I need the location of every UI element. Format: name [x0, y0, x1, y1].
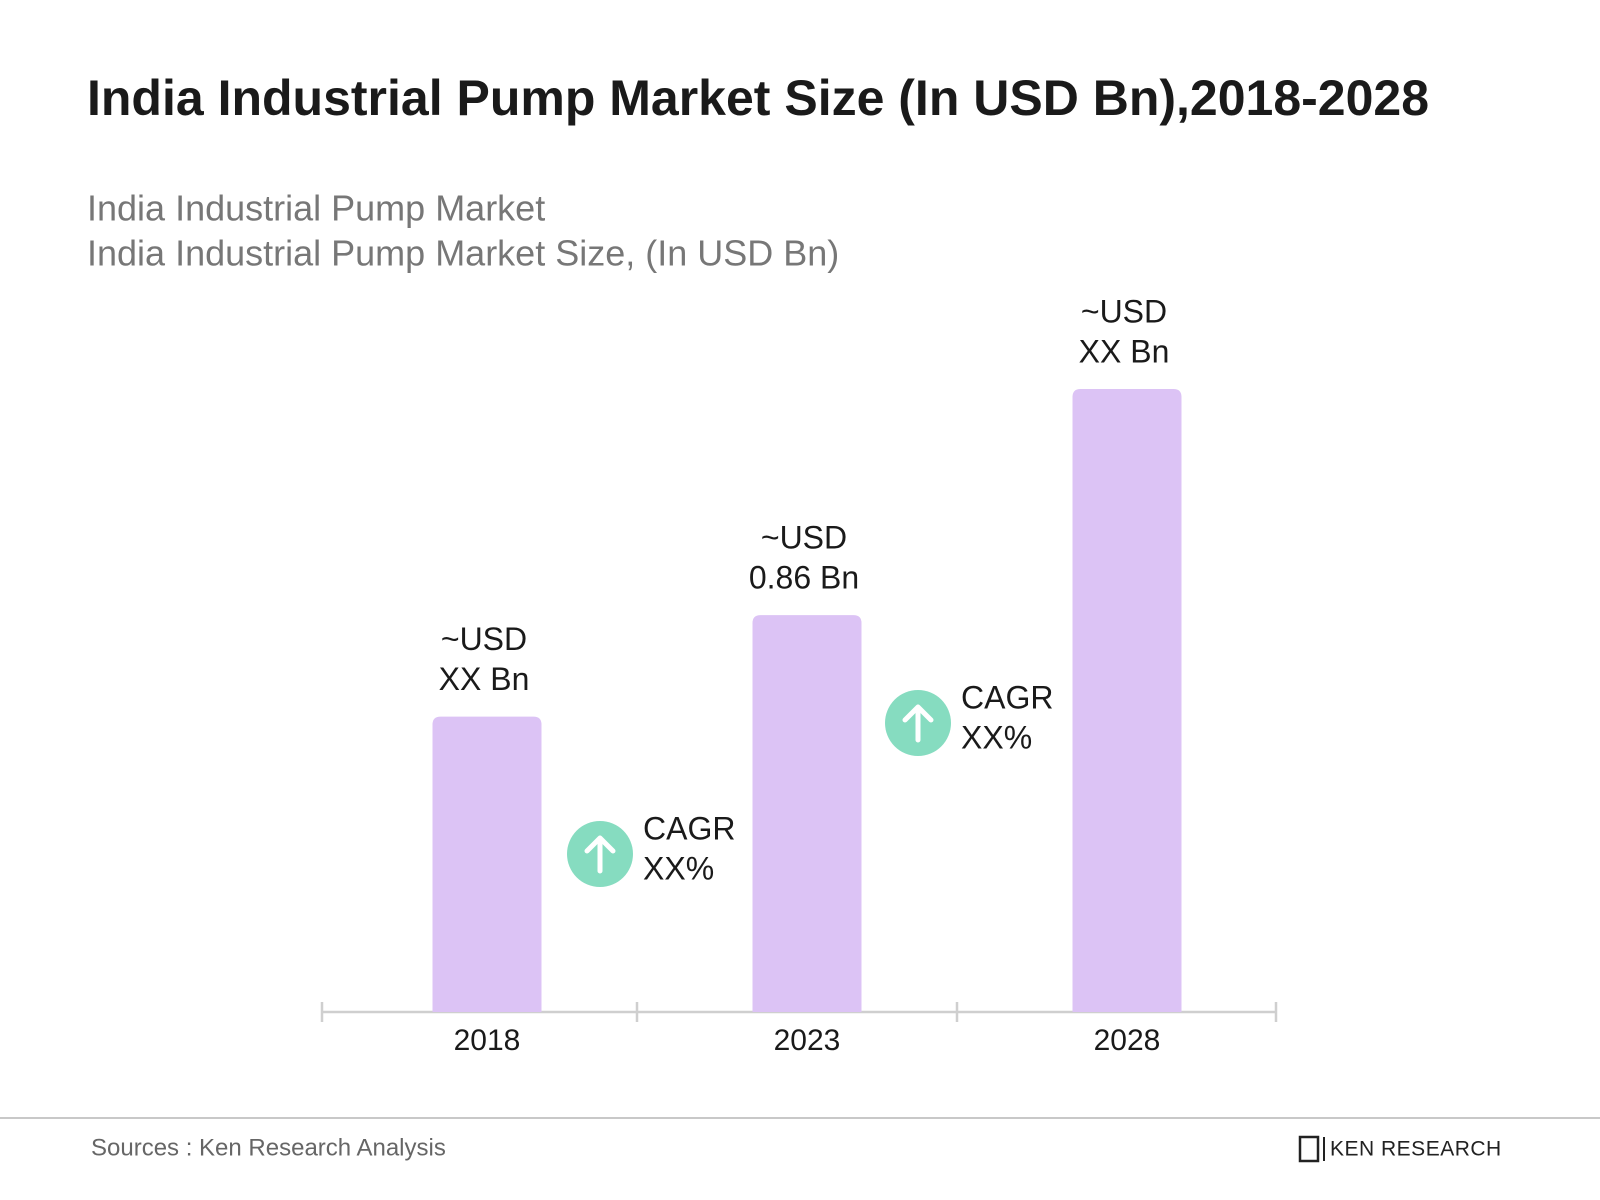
chart-subtitle: India Industrial Pump Market	[87, 188, 545, 229]
cagr-annotation: CAGR XX%	[567, 810, 735, 887]
chart-title: India Industrial Pump Market Size (In US…	[87, 70, 1429, 126]
cagr-annotation: CAGR XX%	[885, 679, 1053, 756]
logo-icon	[1298, 1135, 1320, 1163]
bar	[1072, 389, 1182, 1012]
cagr-arrow	[584, 835, 616, 874]
value-label: ~USD	[1081, 293, 1167, 329]
value-label: XX Bn	[1079, 333, 1170, 369]
value-label: ~USD	[761, 520, 847, 556]
bar	[752, 615, 862, 1012]
source-note: Sources : Ken Research Analysis	[91, 1134, 446, 1161]
cagr-label: XX%	[961, 719, 1032, 755]
x-tick-label: 2018	[454, 1024, 521, 1057]
cagr-label: CAGR	[961, 679, 1053, 715]
cagr-label: XX%	[643, 850, 714, 886]
cagr-label: CAGR	[643, 810, 735, 846]
cagr-arrow	[902, 704, 934, 743]
logo-text: KEN RESEARCH	[1330, 1138, 1502, 1161]
logo: KEN RESEARCH	[1298, 1135, 1502, 1163]
value-label: 0.86 Bn	[749, 560, 859, 596]
chart-subtitle: India Industrial Pump Market Size, (In U…	[87, 233, 839, 274]
x-tick-label: 2028	[1094, 1024, 1161, 1057]
value-label: XX Bn	[439, 661, 530, 697]
x-tick-label: 2023	[774, 1024, 841, 1057]
value-label: ~USD	[441, 621, 527, 657]
bar	[432, 716, 542, 1012]
